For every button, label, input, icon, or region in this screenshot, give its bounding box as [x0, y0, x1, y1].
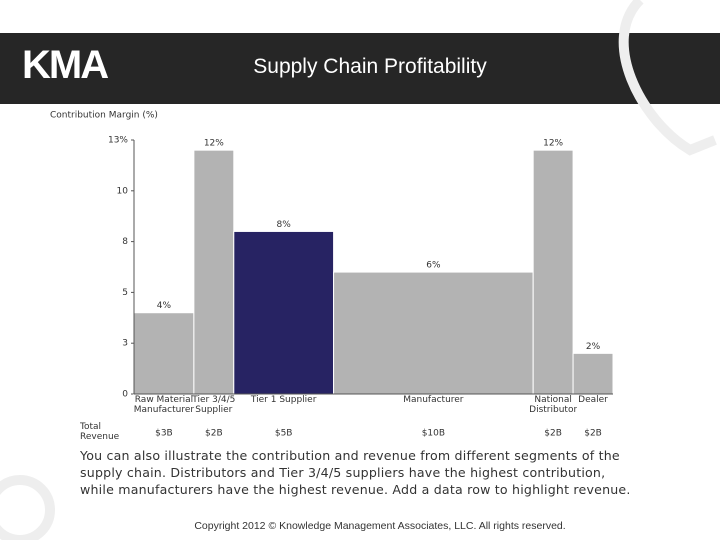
- x-tick-label: Raw Material Manufacturer: [133, 395, 195, 415]
- x-tick-label: Tier 3/4/5 Supplier: [192, 395, 236, 415]
- revenue-row-label: Total Revenue: [80, 422, 120, 442]
- x-tick-label: Manufacturer: [403, 395, 464, 405]
- bar: [133, 312, 195, 395]
- data-label: 4%: [157, 301, 172, 311]
- logo: KMA: [22, 43, 109, 87]
- y-tick-label: 5: [122, 288, 128, 298]
- data-label: 8%: [277, 220, 292, 230]
- revenue-label: $2B: [584, 429, 602, 439]
- bar: [193, 149, 235, 395]
- revenue-label: $3B: [155, 429, 173, 439]
- x-tick-label: Dealer: [578, 395, 608, 405]
- category-label: Tier 1 Supplier: [250, 395, 317, 405]
- revenue-label: $2B: [205, 429, 223, 439]
- y-tick-label: 0: [122, 390, 128, 400]
- bar: [333, 271, 534, 395]
- revenue-label: $10B: [422, 429, 445, 439]
- bar: [532, 149, 574, 395]
- category-label: Dealer: [578, 395, 608, 405]
- y-tick-label: 8: [122, 237, 128, 247]
- row-label: Total Revenue: [80, 422, 120, 442]
- x-tick-label: Tier 1 Supplier: [250, 395, 317, 405]
- category-label: Raw Material Manufacturer: [133, 395, 195, 415]
- data-label: 2%: [586, 342, 601, 352]
- footer: Copyright 2012 © Knowledge Management As…: [194, 520, 566, 532]
- y-tick-label: 13%: [108, 136, 128, 146]
- description: You can also illustrate the contribution…: [80, 448, 631, 497]
- category-label: Manufacturer: [403, 395, 464, 405]
- data-label: 12%: [543, 139, 563, 149]
- y-axis-label: Contribution Margin (%): [50, 111, 158, 121]
- decoration: [0, 475, 55, 540]
- y-tick-label: 10: [117, 186, 129, 196]
- data-label: 6%: [426, 261, 441, 271]
- revenue-label: $2B: [544, 429, 562, 439]
- header-bar: KMA Supply Chain Profitability: [0, 33, 720, 104]
- bar: [233, 230, 335, 395]
- x-tick-label: National Distributor: [529, 395, 578, 415]
- data-label: 12%: [204, 139, 224, 149]
- bar: [572, 352, 614, 395]
- revenue-label: $5B: [275, 429, 293, 439]
- decoration: [618, 0, 717, 156]
- category-label: Tier 3/4/5 Supplier: [192, 395, 236, 415]
- slide-title: Supply Chain Profitability: [253, 55, 487, 78]
- category-label: National Distributor: [529, 395, 578, 415]
- y-tick-label: 3: [122, 339, 128, 349]
